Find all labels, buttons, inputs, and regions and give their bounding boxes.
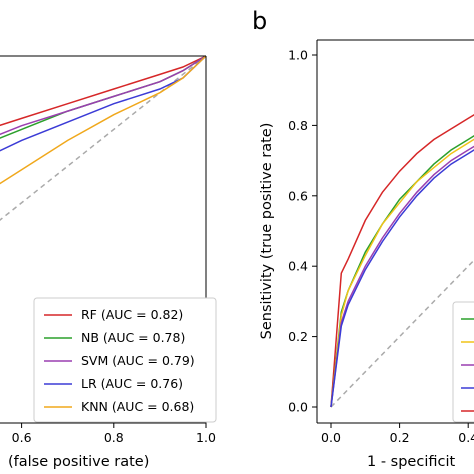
- y-tick-label: 0.6: [288, 188, 308, 203]
- series-line-rf: [0, 55, 207, 127]
- y-tick-label: 0.2: [288, 329, 308, 344]
- diagonal-reference-line: [330, 259, 474, 408]
- x-axis-label: (false positive rate): [8, 454, 149, 470]
- legend-label: SVM (AUC = 0.79): [81, 353, 195, 368]
- series-line-lr: [0, 55, 207, 152]
- panel-a-roc-chart: 0.6 0.8 1.0 (false positive rate) RF (AUC = …: [0, 55, 217, 470]
- legend-label: LR (AUC = 0.76): [81, 376, 183, 391]
- x-tick-label: 0.4: [458, 430, 474, 445]
- y-tick-label: 1.0: [288, 48, 308, 63]
- y-tick-label: 0.0: [288, 400, 308, 415]
- legend-box: [452, 301, 474, 423]
- legend-label: RF (AUC = 0.82): [81, 307, 183, 322]
- legend-label: KNN (AUC = 0.68): [81, 399, 194, 414]
- y-tick-label: 0.4: [288, 259, 308, 274]
- series-line-2: [330, 138, 474, 408]
- series-line-4: [330, 149, 474, 408]
- y-tick-label: 0.8: [288, 118, 308, 133]
- x-tick-label: 0.8: [104, 430, 124, 445]
- series-line-0: [330, 113, 474, 408]
- x-axis-label: 1 - specificit: [367, 454, 455, 470]
- x-tick-label: 0.0: [321, 430, 341, 445]
- legend-label: NB (AUC = 0.78): [81, 330, 185, 345]
- legend-box: [33, 297, 217, 423]
- series-line-svm: [0, 55, 207, 136]
- x-tick-label: 1.0: [196, 430, 216, 445]
- x-tick-label: 0.2: [390, 430, 410, 445]
- panel-b-roc-chart: b0.00.20.40.60.81.00.00.20.41 - specific…: [252, 7, 474, 470]
- y-axis-label: Sensitivity (true positive rate): [259, 123, 275, 340]
- x-tick-label: 0.6: [12, 430, 32, 445]
- series-line-knn: [0, 55, 207, 185]
- panel-label: b: [252, 7, 267, 35]
- series-line-3: [330, 145, 474, 408]
